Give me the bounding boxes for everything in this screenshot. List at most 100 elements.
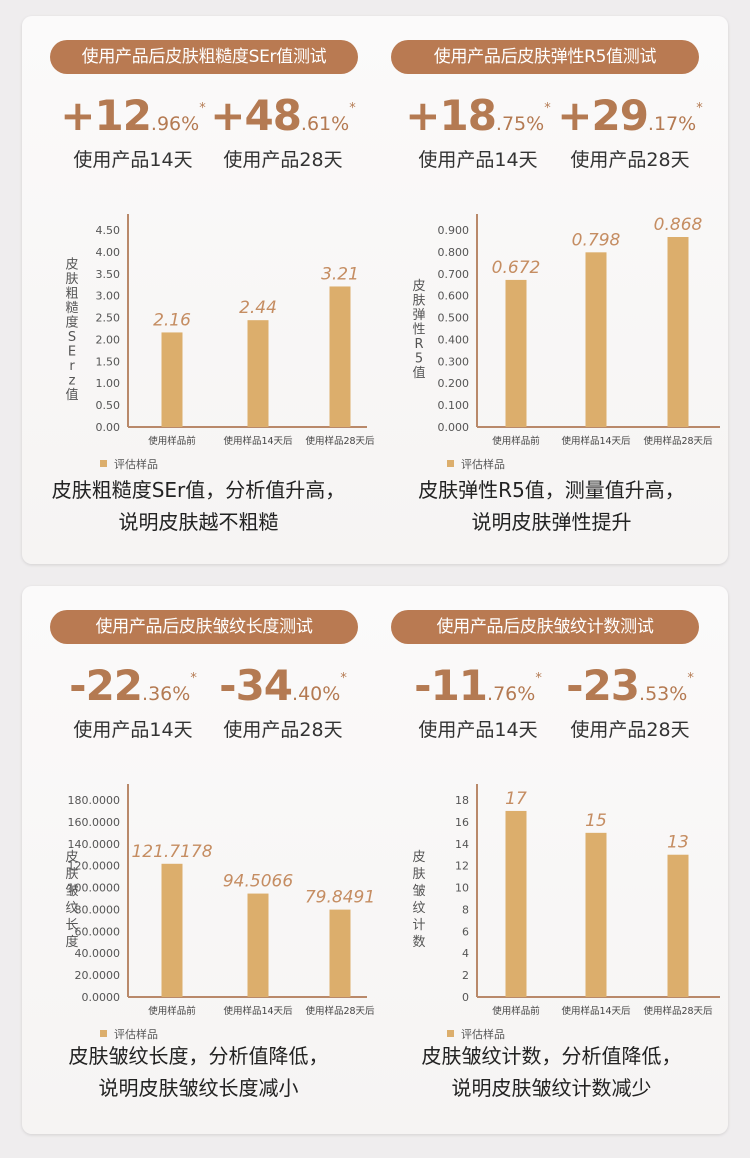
y-axis-label-char: 度 (65, 934, 78, 950)
x-tick-label: 使用样品前 (148, 1005, 196, 1017)
stat-integer: +48 (210, 91, 302, 140)
y-tick-label: 0 (462, 991, 469, 1004)
stat-decimal: .40% (292, 683, 341, 705)
bar-value-label: 15 (585, 811, 607, 831)
x-tick-label: 使用样品14天后 (561, 435, 631, 447)
y-axis-label-char: 计 (412, 918, 425, 933)
chart-svg: 0.0000 20.0000 40.0000 60.0000 80.0000 100.00… (65, 784, 375, 1041)
stat-14-days: -22.36%* 使用产品14天 (58, 656, 208, 742)
y-tick-label: 4.00 (96, 246, 121, 259)
y-axis-label-char: 皱 (412, 883, 425, 899)
stat-28-days: +29.17%* 使用产品28天 (555, 86, 705, 172)
legend-label: 评估样品 (114, 1027, 158, 1041)
bar-value-label: 3.21 (321, 264, 359, 284)
bar (329, 909, 351, 997)
x-tick-label: 使用样品14天后 (223, 435, 293, 447)
stat-asterisk: * (535, 671, 542, 686)
bar (161, 332, 183, 427)
stat-decimal: .61% (300, 113, 350, 135)
y-tick-label: 120.0000 (68, 860, 121, 873)
y-axis-label-char: R (414, 337, 423, 352)
y-tick-label: 40.0000 (75, 947, 121, 960)
x-tick-label: 使用样品28天后 (643, 1005, 713, 1017)
y-tick-label: 160.0000 (68, 816, 121, 829)
description-line-2: 说明皮肤皱纹长度减小 (98, 1076, 299, 1100)
y-tick-label: 4 (462, 947, 469, 960)
y-axis-label-char: 肤 (412, 867, 425, 882)
panel-title-pill: 使用产品后皮肤弹性R5值测试 (391, 40, 699, 74)
y-axis-label-char: 弹 (412, 308, 425, 323)
y-tick-label: 0.0000 (82, 991, 121, 1004)
stat-asterisk: * (696, 101, 703, 116)
panel-title-pill: 使用产品后皮肤皱纹计数测试 (391, 610, 699, 644)
panel-roughness: 使用产品后皮肤粗糙度SEr值测试 +12.96%* 使用产品14天 +48.61… (22, 16, 375, 564)
legend-swatch (447, 460, 454, 467)
stat-integer: -23 (566, 661, 640, 710)
legend-label: 评估样品 (461, 1027, 505, 1041)
bar (667, 854, 689, 997)
chart-svg: 0 2 4 6 8 10 12 14 16 18 皮肤皱纹计数 17 使用样品前 15 使用样品14天后 13… (412, 784, 720, 1041)
y-tick-label: 2 (462, 969, 469, 982)
y-tick-label: 0.00 (96, 421, 121, 434)
bar (161, 863, 183, 997)
stat-28-days: +48.61%* 使用产品28天 (208, 86, 358, 172)
bar-value-label: 2.16 (153, 310, 191, 330)
x-tick-label: 使用样品前 (148, 435, 196, 447)
y-axis-label-char: 肤 (65, 867, 78, 882)
bar (585, 832, 607, 997)
y-axis-label-char: 皮 (65, 850, 78, 865)
bar-value-label: 79.8491 (305, 888, 375, 908)
y-axis-label-char: 肤 (65, 272, 78, 287)
legend-label: 评估样品 (114, 457, 158, 471)
stat-caption: 使用产品14天 (73, 719, 193, 741)
stat-caption: 使用产品14天 (73, 149, 193, 171)
stat-asterisk: * (544, 101, 551, 116)
y-axis-label-char: 值 (65, 387, 78, 403)
stat-decimal: .96% (150, 113, 200, 135)
panel-description: 皮肤皱纹长度，分析值降低， 说明皮肤皱纹长度减小 (22, 1040, 375, 1104)
y-tick-label: 12 (455, 860, 469, 873)
stat-integer: -34 (219, 661, 293, 710)
bar (329, 286, 351, 427)
bar (247, 320, 269, 427)
y-axis-label-char: 性 (412, 323, 425, 338)
y-tick-label: 6 (462, 925, 469, 938)
stat-14-days: +18.75%* 使用产品14天 (403, 86, 553, 172)
x-tick-label: 使用样品14天后 (561, 1005, 631, 1017)
y-tick-label: 0.800 (438, 246, 470, 259)
description-line-2: 说明皮肤越不粗糙 (118, 510, 279, 534)
legend-swatch (100, 460, 107, 467)
panel-title-pill: 使用产品后皮肤皱纹长度测试 (50, 610, 358, 644)
y-axis-label-char: 糙 (65, 301, 78, 316)
y-tick-label: 60.0000 (75, 925, 121, 938)
panel-description: 皮肤粗糙度SEr值，分析值升高， 说明皮肤越不粗糙 (22, 474, 375, 538)
y-axis-label-char: 数 (412, 935, 425, 950)
description-line-2: 说明皮肤弹性提升 (471, 510, 632, 534)
y-tick-label: 0.200 (438, 377, 470, 390)
stat-asterisk: * (199, 101, 206, 116)
description-line-2: 说明皮肤皱纹计数减少 (451, 1076, 652, 1100)
description-line-1: 皮肤皱纹长度，分析值降低， (68, 1044, 329, 1068)
bar (505, 279, 527, 427)
stat-caption: 使用产品14天 (418, 149, 538, 171)
stat-decimal: .36% (142, 683, 191, 705)
y-axis-label-char: 粗 (65, 286, 78, 301)
panel-elasticity: 使用产品后皮肤弹性R5值测试 +18.75%* 使用产品14天 +29.17%*… (375, 16, 728, 564)
y-tick-label: 3.50 (96, 268, 121, 281)
y-tick-label: 0.700 (438, 268, 470, 281)
stat-decimal: .17% (647, 113, 697, 135)
panel-wrinkle-length: 使用产品后皮肤皱纹长度测试 -22.36%* 使用产品14天 -34.40%* … (22, 586, 375, 1134)
y-axis-label-char: S (68, 330, 76, 345)
y-tick-label: 140.0000 (68, 838, 121, 851)
stat-28-days: -34.40%* 使用产品28天 (208, 656, 358, 742)
stat-14-days: -11.76%* 使用产品14天 (403, 656, 553, 742)
y-tick-label: 18 (455, 794, 469, 807)
stat-decimal: .53% (639, 683, 688, 705)
y-tick-label: 0.50 (96, 399, 121, 412)
y-tick-label: 0.400 (438, 333, 470, 346)
bar-chart-wrinkle-count: 0 2 4 6 8 10 12 14 16 18 皮肤皱纹计数 17 使用样品前 15 使用样品14天后 13… (375, 768, 728, 1048)
y-tick-label: 8 (462, 903, 469, 916)
bar-value-label: 121.7178 (131, 842, 212, 862)
y-axis-label-char: 长 (65, 918, 78, 933)
stat-caption: 使用产品28天 (570, 719, 690, 741)
